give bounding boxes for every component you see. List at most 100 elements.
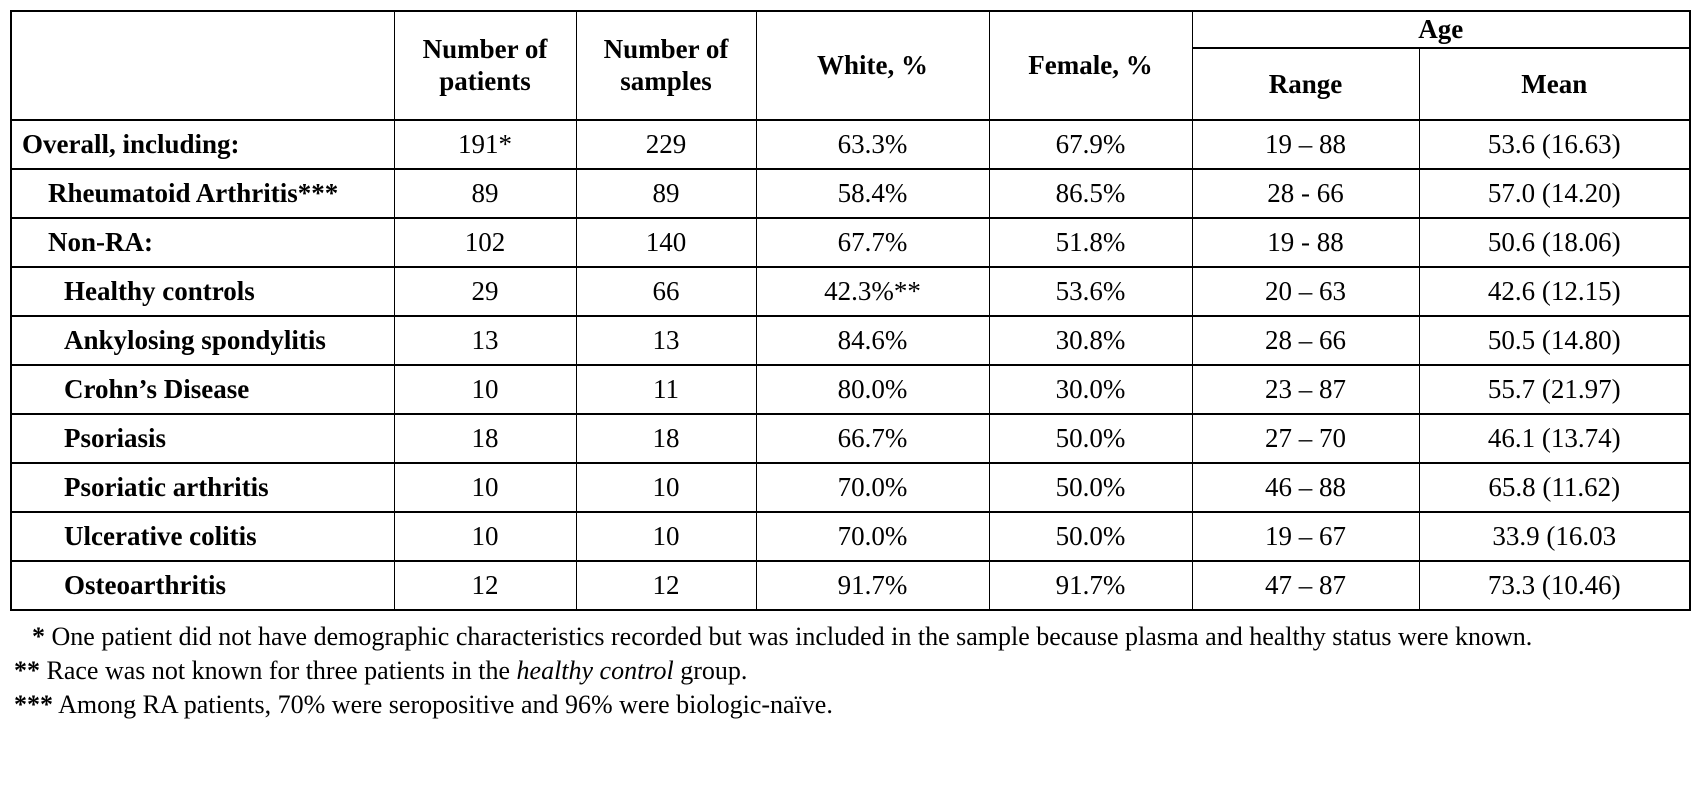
cell-female: 53.6% [988, 266, 1193, 317]
cell-white: 80.0% [755, 364, 990, 415]
cell-samples: 11 [575, 364, 757, 415]
cell-samples: 66 [575, 266, 757, 317]
cell-age-range: 23 – 87 [1191, 364, 1420, 415]
row-label: Overall, including: [10, 119, 395, 170]
footnote-marker: ** [14, 655, 40, 685]
cell-white: 67.7% [755, 217, 990, 268]
footnote-triple-asterisk: *** Among RA patients, 70% were seroposi… [10, 688, 1690, 722]
cell-patients: 102 [393, 217, 577, 268]
header-number-of-patients: Number of patients [393, 10, 577, 121]
cell-white: 70.0% [755, 511, 990, 562]
row-label: Psoriasis [10, 413, 395, 464]
row-label: Ankylosing spondylitis [10, 315, 395, 366]
cell-age-mean: 42.6 (12.15) [1418, 266, 1691, 317]
cell-samples: 140 [575, 217, 757, 268]
footnotes: * One patient did not have demographic c… [10, 620, 1690, 721]
table-row-healthy-controls: Healthy controls 29 66 42.3%** 53.6% 20 … [10, 266, 1691, 317]
cell-female: 91.7% [988, 560, 1193, 611]
cell-patients: 12 [393, 560, 577, 611]
demographics-table: Number of patients Number of samples Whi… [10, 10, 1692, 611]
cell-samples: 89 [575, 168, 757, 219]
header-female-pct: Female, % [988, 10, 1193, 121]
footnote-marker: *** [14, 689, 53, 719]
cell-female: 67.9% [988, 119, 1193, 170]
cell-patients: 10 [393, 511, 577, 562]
row-label: Osteoarthritis [10, 560, 395, 611]
header-row-top: Number of patients Number of samples Whi… [10, 10, 1691, 121]
footnote-text: Race was not known for three patients in… [46, 655, 517, 685]
footnote-text-after: group. [673, 655, 748, 685]
cell-white: 58.4% [755, 168, 990, 219]
cell-samples: 12 [575, 560, 757, 611]
footnote-asterisk: * One patient did not have demographic c… [10, 620, 1690, 654]
row-label: Crohn’s Disease [10, 364, 395, 415]
footnote-marker: * [32, 622, 45, 651]
cell-white: 91.7% [755, 560, 990, 611]
cell-age-mean: 65.8 (11.62) [1418, 462, 1691, 513]
cell-age-range: 28 – 66 [1191, 315, 1420, 366]
cell-female: 50.0% [988, 462, 1193, 513]
cell-age-mean: 55.7 (21.97) [1418, 364, 1691, 415]
table-row-psoriatic-arthritis: Psoriatic arthritis 10 10 70.0% 50.0% 46… [10, 462, 1691, 513]
cell-patients: 10 [393, 364, 577, 415]
cell-patients: 89 [393, 168, 577, 219]
row-label: Rheumatoid Arthritis*** [10, 168, 395, 219]
cell-age-mean: 33.9 (16.03 [1418, 511, 1691, 562]
cell-age-mean: 50.5 (14.80) [1418, 315, 1691, 366]
footnote-text: One patient did not have demographic cha… [51, 622, 1533, 651]
cell-samples: 18 [575, 413, 757, 464]
cell-age-range: 28 - 66 [1191, 168, 1420, 219]
row-label: Non-RA: [10, 217, 395, 268]
cell-age-range: 47 – 87 [1191, 560, 1420, 611]
cell-age-range: 19 - 88 [1191, 217, 1420, 268]
cell-samples: 13 [575, 315, 757, 366]
cell-samples: 10 [575, 462, 757, 513]
cell-age-range: 20 – 63 [1191, 266, 1420, 317]
header-age: Age [1191, 10, 1691, 49]
table-row-psoriasis: Psoriasis 18 18 66.7% 50.0% 27 – 70 46.1… [10, 413, 1691, 464]
table-row-osteoarthritis: Osteoarthritis 12 12 91.7% 91.7% 47 – 87… [10, 560, 1691, 611]
cell-patients: 29 [393, 266, 577, 317]
cell-samples: 10 [575, 511, 757, 562]
footnote-italic-text: healthy control [516, 655, 674, 685]
cell-patients: 18 [393, 413, 577, 464]
cell-age-mean: 46.1 (13.74) [1418, 413, 1691, 464]
cell-patients: 13 [393, 315, 577, 366]
cell-white: 63.3% [755, 119, 990, 170]
cell-age-range: 19 – 88 [1191, 119, 1420, 170]
row-label: Healthy controls [10, 266, 395, 317]
page: Number of patients Number of samples Whi… [10, 10, 1692, 721]
cell-patients: 191* [393, 119, 577, 170]
cell-age-mean: 73.3 (10.46) [1418, 560, 1691, 611]
header-number-of-samples: Number of samples [575, 10, 757, 121]
cell-female: 30.0% [988, 364, 1193, 415]
table-body: Overall, including: 191* 229 63.3% 67.9%… [10, 119, 1691, 611]
cell-female: 51.8% [988, 217, 1193, 268]
table-header: Number of patients Number of samples Whi… [10, 10, 1691, 121]
row-label: Ulcerative colitis [10, 511, 395, 562]
header-white-pct: White, % [755, 10, 990, 121]
cell-age-mean: 53.6 (16.63) [1418, 119, 1691, 170]
footnote-text: Among RA patients, 70% were seropositive… [58, 689, 833, 719]
cell-age-range: 46 – 88 [1191, 462, 1420, 513]
table-row-overall: Overall, including: 191* 229 63.3% 67.9%… [10, 119, 1691, 170]
header-empty-cell [10, 10, 395, 121]
cell-age-mean: 50.6 (18.06) [1418, 217, 1691, 268]
cell-white: 42.3%** [755, 266, 990, 317]
table-row-rheumatoid-arthritis: Rheumatoid Arthritis*** 89 89 58.4% 86.5… [10, 168, 1691, 219]
table-row-non-ra: Non-RA: 102 140 67.7% 51.8% 19 - 88 50.6… [10, 217, 1691, 268]
row-label: Psoriatic arthritis [10, 462, 395, 513]
table-row-ulcerative-colitis: Ulcerative colitis 10 10 70.0% 50.0% 19 … [10, 511, 1691, 562]
header-row-age-sub: Range Mean [11, 47, 1691, 121]
cell-female: 86.5% [988, 168, 1193, 219]
cell-white: 70.0% [755, 462, 990, 513]
cell-white: 66.7% [755, 413, 990, 464]
table-row-crohns-disease: Crohn’s Disease 10 11 80.0% 30.0% 23 – 8… [10, 364, 1691, 415]
cell-age-range: 27 – 70 [1191, 413, 1420, 464]
footnote-double-asterisk: ** Race was not known for three patients… [10, 654, 1690, 688]
header-age-mean: Mean [1418, 47, 1691, 121]
cell-patients: 10 [393, 462, 577, 513]
cell-age-range: 19 – 67 [1191, 511, 1420, 562]
cell-female: 50.0% [988, 511, 1193, 562]
cell-white: 84.6% [755, 315, 990, 366]
